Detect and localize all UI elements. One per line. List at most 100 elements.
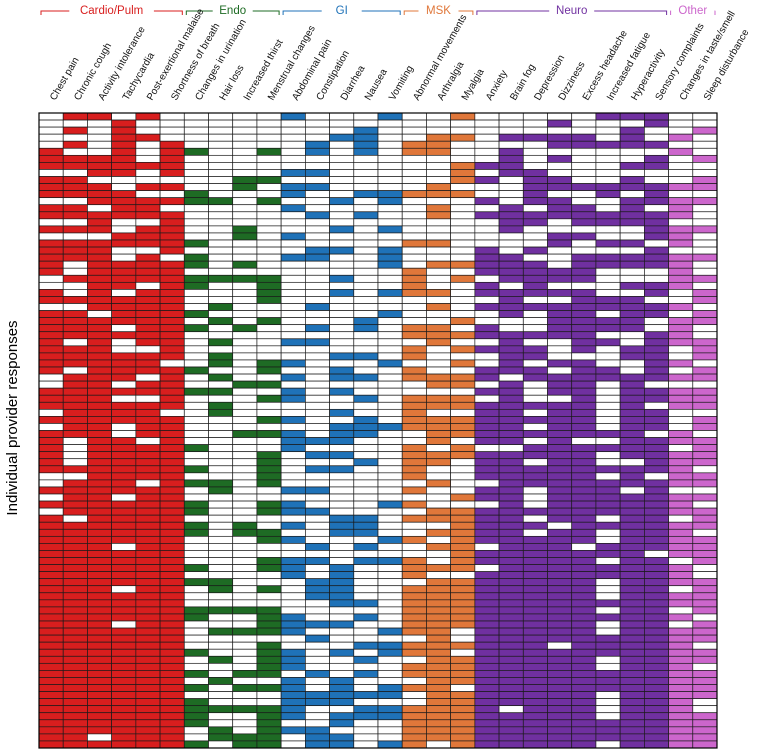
heatmap-cell: [547, 338, 573, 347]
group-bracket: [153, 10, 183, 15]
heatmap-cell: [62, 733, 88, 742]
heatmap-cell: [619, 211, 645, 220]
heatmap-cell: [426, 246, 451, 255]
heatmap-cell: [159, 458, 185, 467]
heatmap-cell: [62, 331, 88, 340]
heatmap-cell: [62, 677, 88, 685]
heatmap-cell: [135, 211, 161, 220]
heatmap-cell: [111, 430, 137, 438]
heatmap-cell: [426, 578, 451, 587]
heatmap-cell: [329, 190, 355, 199]
heatmap-cell: [474, 479, 500, 488]
heatmap-cell: [135, 430, 161, 438]
heatmap-cell: [329, 599, 355, 608]
heatmap-cell: [595, 317, 621, 326]
heatmap-cell: [450, 267, 476, 276]
heatmap-cell: [474, 133, 500, 142]
heatmap-cell: [280, 394, 306, 403]
heatmap-cell: [280, 528, 306, 537]
heatmap-cell: [159, 627, 185, 636]
heatmap-cell: [62, 535, 88, 544]
heatmap-cell: [619, 486, 645, 495]
heatmap-cell: [208, 606, 234, 615]
heatmap-cell: [183, 698, 209, 707]
heatmap-cell: [329, 507, 355, 516]
heatmap-cell: [305, 352, 330, 361]
heatmap-cell: [668, 183, 694, 191]
heatmap-cell: [183, 528, 209, 537]
heatmap-cell: [87, 726, 112, 735]
heatmap-cell: [450, 239, 476, 248]
heatmap-cell: [522, 620, 548, 629]
heatmap-cell: [111, 169, 137, 177]
heatmap-cell: [401, 345, 427, 354]
heatmap-cell: [644, 211, 669, 220]
heatmap-cell: [135, 465, 161, 474]
heatmap-cell: [522, 472, 548, 481]
heatmap-cell: [232, 183, 258, 191]
heatmap-cell: [450, 691, 476, 699]
heatmap-cell: [183, 274, 209, 283]
heatmap-cell: [522, 183, 548, 191]
heatmap-cell: [498, 613, 524, 622]
heatmap-cell: [692, 408, 718, 417]
heatmap-cell: [353, 387, 379, 396]
heatmap-cell: [619, 176, 645, 184]
heatmap-cell: [256, 451, 282, 460]
heatmap-cell: [62, 232, 88, 241]
heatmap-cell: [595, 620, 621, 629]
heatmap-cell: [208, 557, 234, 565]
heatmap-cell: [377, 620, 403, 629]
heatmap-cell: [498, 267, 524, 276]
heatmap-cell: [522, 162, 548, 170]
heatmap-cell: [111, 662, 137, 671]
heatmap-cell: [38, 465, 64, 474]
heatmap-cell: [668, 303, 694, 311]
heatmap-cell: [547, 543, 573, 551]
heatmap-cell: [232, 585, 258, 594]
heatmap-cell: [305, 183, 330, 191]
heatmap-cell: [159, 528, 185, 537]
heatmap-cell: [329, 521, 355, 530]
heatmap-cell: [183, 239, 209, 248]
heatmap-cell: [38, 232, 64, 241]
heatmap-cell: [522, 500, 548, 509]
heatmap-cell: [474, 239, 500, 248]
heatmap-cell: [474, 416, 500, 424]
heatmap-cell: [280, 437, 306, 445]
heatmap-cell: [426, 324, 451, 333]
heatmap-cell: [619, 416, 645, 424]
heatmap-cell: [159, 211, 185, 220]
heatmap-cell: [498, 472, 524, 481]
heatmap-cell: [426, 564, 451, 572]
heatmap-cell: [426, 500, 451, 509]
heatmap-cell: [692, 606, 718, 615]
heatmap-cell: [571, 394, 597, 403]
heatmap-cell: [280, 112, 306, 121]
heatmap-cell: [668, 535, 694, 544]
heatmap-cell: [619, 705, 645, 714]
heatmap-cell: [595, 352, 621, 361]
heatmap-cell: [87, 394, 112, 403]
heatmap-cell: [401, 331, 427, 340]
heatmap-cell: [111, 705, 137, 714]
heatmap-cell: [232, 197, 258, 206]
heatmap-cell: [256, 550, 282, 558]
heatmap-cell: [692, 493, 718, 502]
heatmap-cell: [426, 296, 451, 304]
heatmap-cell: [571, 726, 597, 735]
heatmap-cell: [256, 204, 282, 213]
heatmap-cell: [522, 112, 548, 121]
heatmap-cell: [571, 267, 597, 276]
heatmap-cell: [208, 303, 234, 311]
heatmap-cell: [668, 677, 694, 685]
heatmap-cell: [450, 394, 476, 403]
heatmap-cell: [474, 260, 500, 269]
heatmap-cell: [353, 345, 379, 354]
heatmap-cell: [644, 465, 669, 474]
heatmap-cell: [208, 437, 234, 445]
heatmap-cell: [668, 324, 694, 333]
heatmap-cell: [668, 733, 694, 742]
heatmap-cell: [474, 147, 500, 156]
heatmap-cell: [280, 281, 306, 290]
